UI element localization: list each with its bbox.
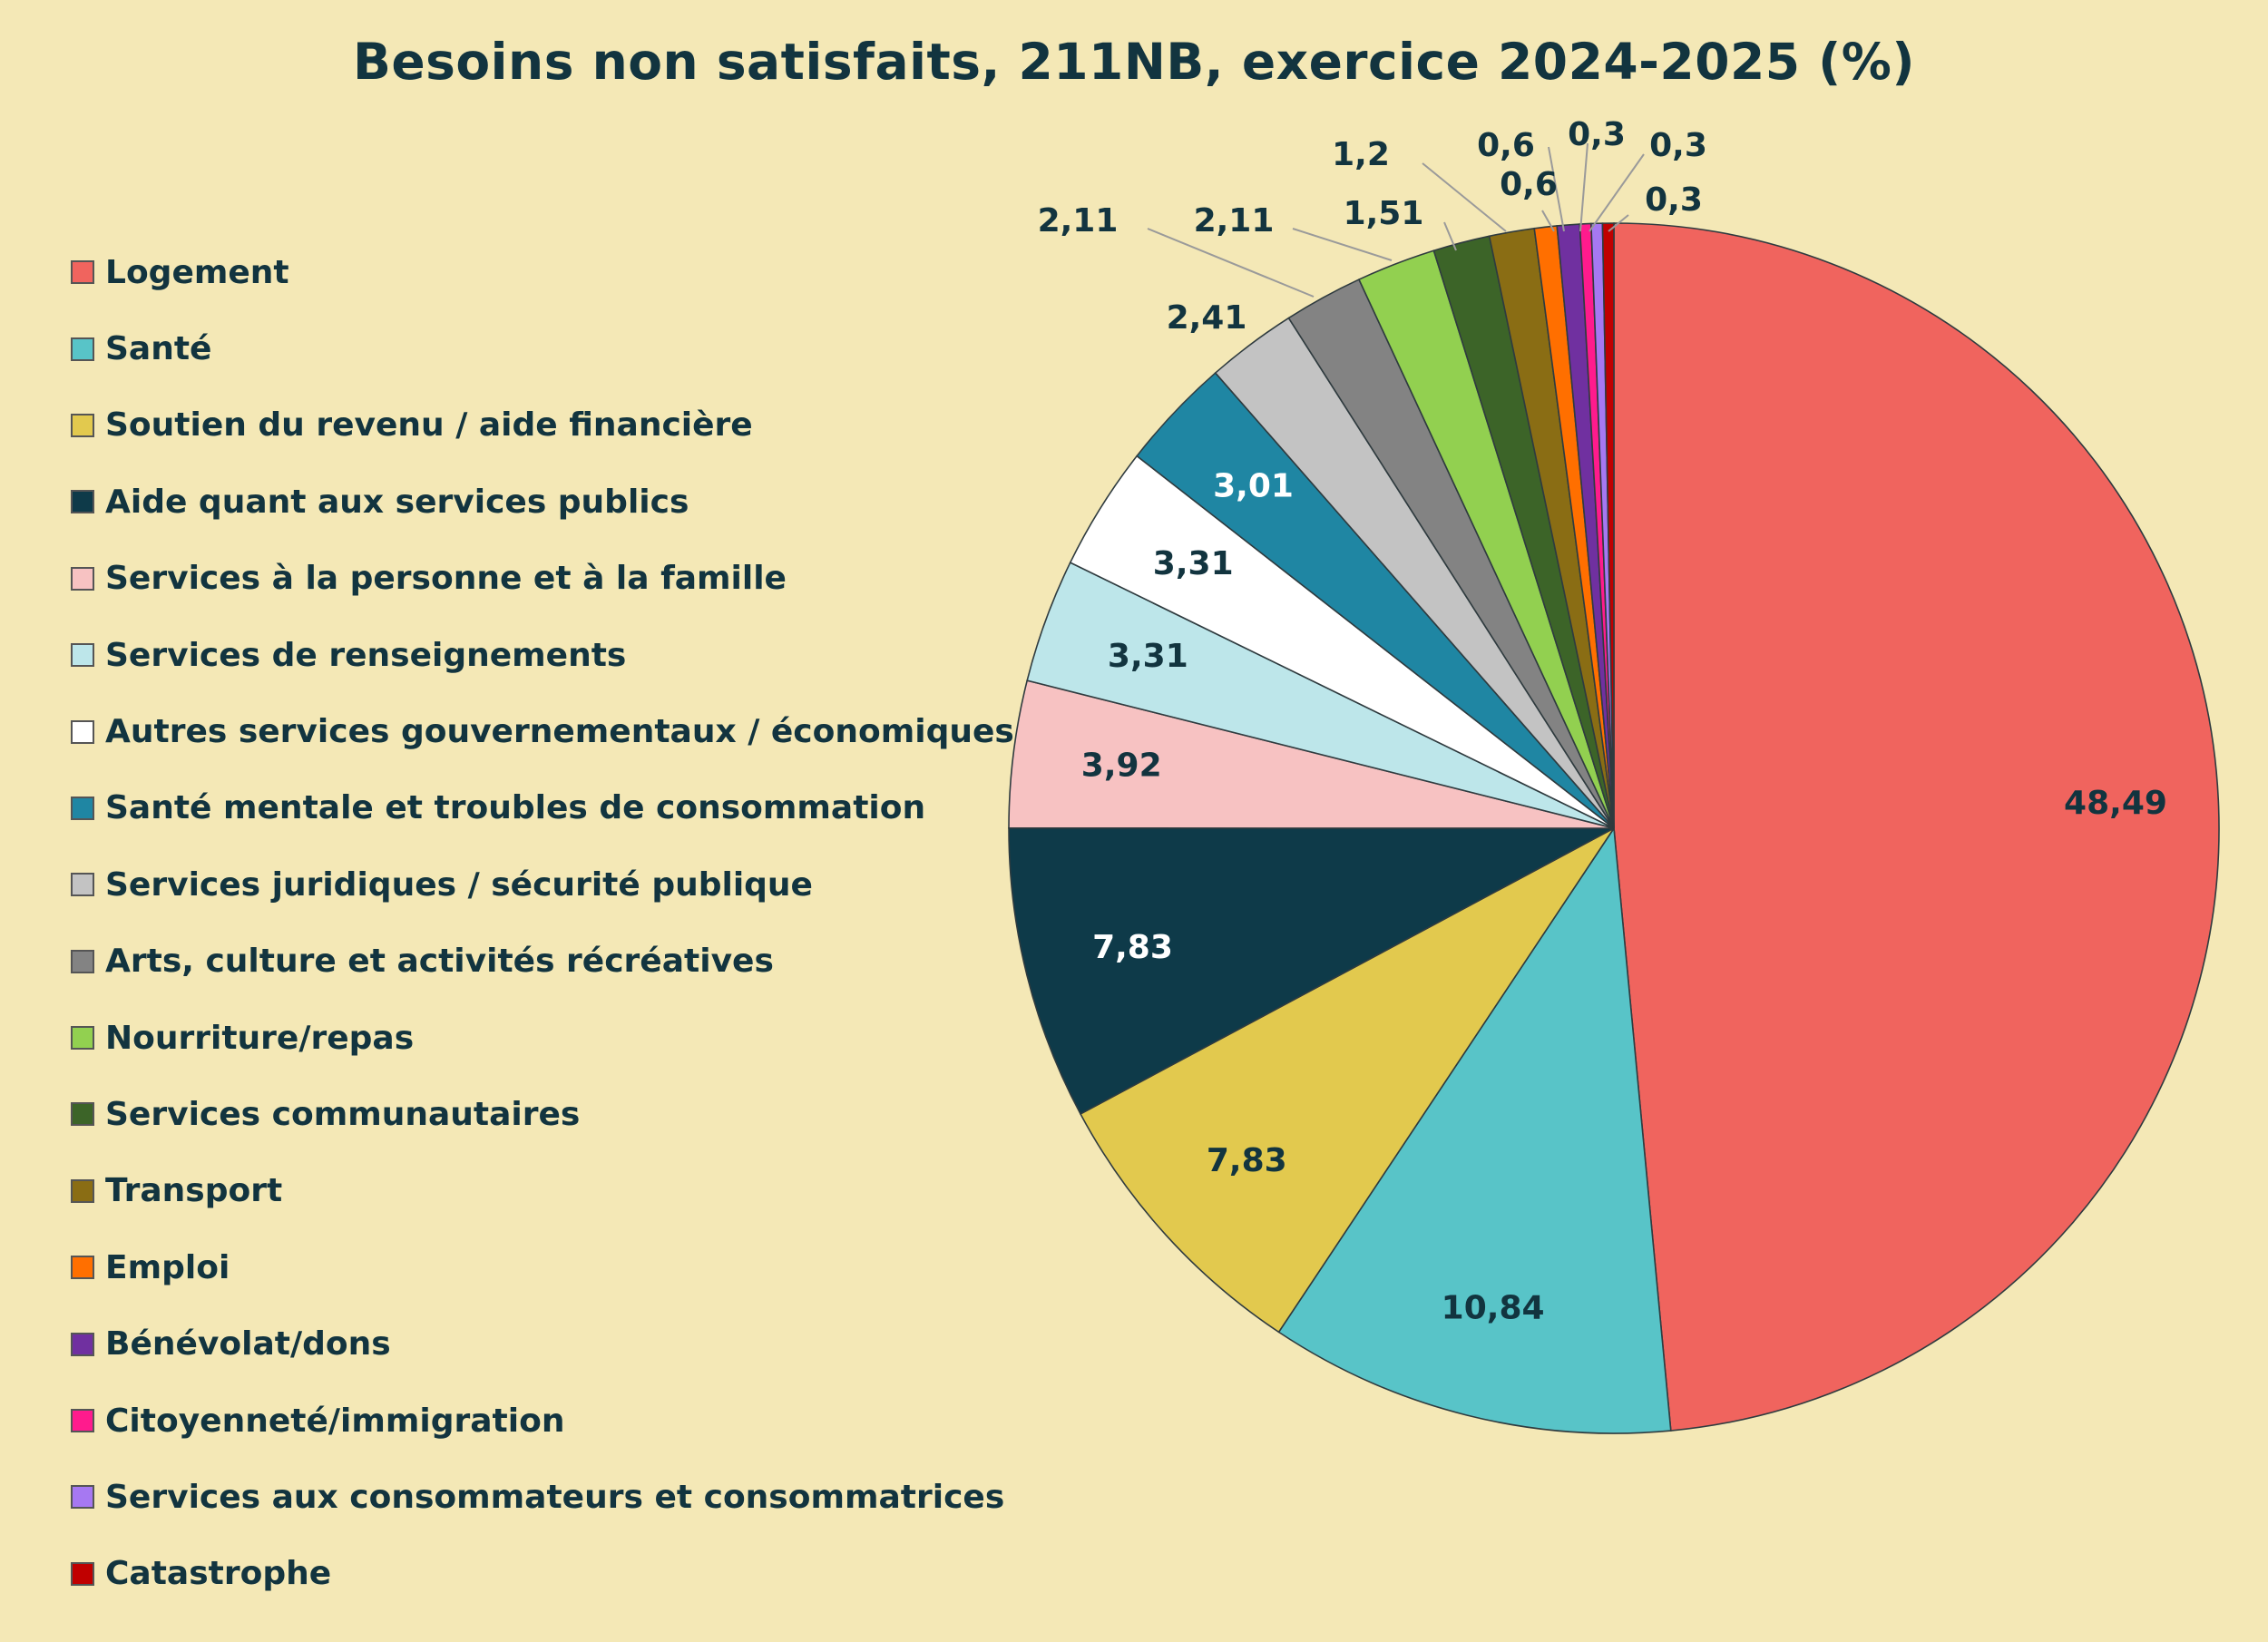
data-label-logement: 48,49: [2064, 785, 2167, 822]
legend-item-catastrophe: Catastrophe: [71, 1536, 1023, 1612]
legend-item-emploi: Emploi: [71, 1229, 1023, 1305]
pie-slice-catastrophe: [1601, 222, 1615, 829]
leader-line-catastrophe: [1608, 214, 1629, 232]
legend-item-services-aux-consommateurs-et-consommatrices: Services aux consommateurs et consommatr…: [71, 1459, 1023, 1535]
legend-swatch: [71, 719, 94, 744]
legend-item-services-de-renseignements: Services de renseignements: [71, 617, 1023, 693]
legend-label: Services de renseignements: [105, 636, 627, 674]
data-label-catastrophe: 0,3: [1645, 181, 1703, 219]
legend-item-arts-culture-et-activites-recreatives: Arts, culture et activités récréatives: [71, 924, 1023, 1000]
data-label-services-juridiques-securite-publique: 2,41: [1167, 299, 1247, 337]
pie-slice-soutien-du-revenu-aide-financiere: [1079, 827, 1615, 1334]
legend-label: Santé mentale et troubles de consommatio…: [105, 789, 926, 827]
legend-swatch: [71, 643, 94, 668]
data-label-services-aux-consommateurs-et-consommatrices: 0,3: [1649, 127, 1707, 164]
legend-label: Nourriture/repas: [105, 1019, 415, 1057]
data-label-aide-quant-aux-services-publics: 7,83: [1092, 929, 1173, 966]
legend-swatch: [71, 1026, 94, 1051]
legend-swatch: [71, 1178, 94, 1203]
legend-item-sante: Santé: [71, 310, 1023, 386]
data-label-sante: 10,84: [1442, 1289, 1545, 1326]
legend-label: Catastrophe: [105, 1555, 332, 1593]
leader-line-emploi: [1541, 210, 1555, 232]
legend-item-nourriture-repas: Nourriture/repas: [71, 1000, 1023, 1076]
legend-label: Bénévolat/dons: [105, 1325, 391, 1363]
legend-item-logement: Logement: [71, 234, 1023, 310]
legend-item-services-a-la-personne-et-a-la-famille: Services à la personne et à la famille: [71, 541, 1023, 617]
legend-label: Autres services gouvernementaux / économ…: [105, 713, 1014, 751]
legend-swatch: [71, 1256, 94, 1280]
data-label-sante-mentale-et-troubles-de-consommation: 3,01: [1213, 467, 1294, 504]
data-label-services-communautaires: 1,51: [1344, 195, 1424, 232]
legend-item-sante-mentale-et-troubles-de-consommation: Santé mentale et troubles de consommatio…: [71, 770, 1023, 846]
data-label-services-a-la-personne-et-a-la-famille: 3,92: [1081, 748, 1162, 785]
data-label-arts-culture-et-activites-recreatives: 2,11: [1038, 202, 1119, 239]
legend-label: Transport: [105, 1172, 283, 1210]
chart-title: Besoins non satisfaits, 211NB, exercice …: [352, 33, 1916, 91]
legend-swatch: [71, 1102, 94, 1127]
data-label-autres-services-gouvernementaux-economiques: 3,31: [1153, 545, 1234, 582]
leader-line-citoyennete-immigration: [1579, 142, 1589, 232]
legend-label: Aide quant aux services publics: [105, 483, 689, 521]
leader-line-arts-culture-et-activites-recreatives: [1147, 228, 1315, 298]
data-label-citoyennete-immigration: 0,3: [1568, 116, 1626, 153]
legend-label: Arts, culture et activités récréatives: [105, 943, 774, 981]
legend-swatch: [71, 490, 94, 514]
legend-swatch: [71, 413, 94, 437]
legend-label: Services juridiques / sécurité publique: [105, 865, 813, 904]
legend-label: Emploi: [105, 1248, 230, 1286]
legend-swatch: [71, 337, 94, 361]
legend-item-transport: Transport: [71, 1153, 1023, 1229]
legend-swatch: [71, 566, 94, 591]
legend-swatch: [71, 260, 94, 285]
legend-item-services-juridiques-securite-publique: Services juridiques / sécurité publique: [71, 846, 1023, 923]
legend-item-benevolat-dons: Bénévolat/dons: [71, 1305, 1023, 1382]
pie-slice-aide-quant-aux-services-publics: [1008, 826, 1615, 1116]
legend-label: Services communautaires: [105, 1095, 581, 1133]
pie-slice-logement: [1613, 222, 2220, 1432]
data-label-services-de-renseignements: 3,31: [1108, 638, 1188, 675]
legend-item-autres-services-gouvernementaux-economiques: Autres services gouvernementaux / économ…: [71, 693, 1023, 769]
legend-swatch: [71, 1409, 94, 1433]
legend-swatch: [71, 873, 94, 897]
leader-line-benevolat-dons: [1548, 146, 1565, 232]
legend-label: Soutien du revenu / aide financière: [105, 406, 753, 445]
legend-item-services-communautaires: Services communautaires: [71, 1076, 1023, 1152]
legend: Logement Santé Soutien du revenu / aide fi…: [71, 234, 1023, 1612]
legend-swatch: [71, 796, 94, 820]
leader-line-services-aux-consommateurs-et-consommatrices: [1589, 153, 1645, 232]
leader-line-transport: [1422, 162, 1507, 232]
data-label-benevolat-dons: 0,6: [1477, 127, 1535, 164]
legend-item-aide-quant-aux-services-publics: Aide quant aux services publics: [71, 464, 1023, 540]
data-label-emploi: 0,6: [1500, 166, 1558, 203]
pie-slice-sante: [1277, 826, 1672, 1434]
legend-label: Citoyenneté/immigration: [105, 1402, 565, 1440]
legend-item-citoyennete-immigration: Citoyenneté/immigration: [71, 1383, 1023, 1459]
legend-label: Santé: [105, 330, 212, 368]
data-label-nourriture-repas: 2,11: [1194, 202, 1275, 239]
data-label-transport: 1,2: [1332, 136, 1390, 173]
leader-line-services-communautaires: [1443, 221, 1457, 251]
legend-label: Logement: [105, 253, 289, 291]
legend-swatch: [71, 949, 94, 973]
legend-swatch: [71, 1485, 94, 1510]
data-label-soutien-du-revenu-aide-financiere: 7,83: [1207, 1142, 1287, 1179]
leader-line-nourriture-repas: [1292, 228, 1393, 261]
legend-swatch: [71, 1561, 94, 1586]
legend-label: Services à la personne et à la famille: [105, 560, 787, 598]
legend-label: Services aux consommateurs et consommatr…: [105, 1478, 1005, 1516]
legend-item-soutien-du-revenu-aide-financiere: Soutien du revenu / aide financière: [71, 387, 1023, 464]
legend-swatch: [71, 1332, 94, 1356]
